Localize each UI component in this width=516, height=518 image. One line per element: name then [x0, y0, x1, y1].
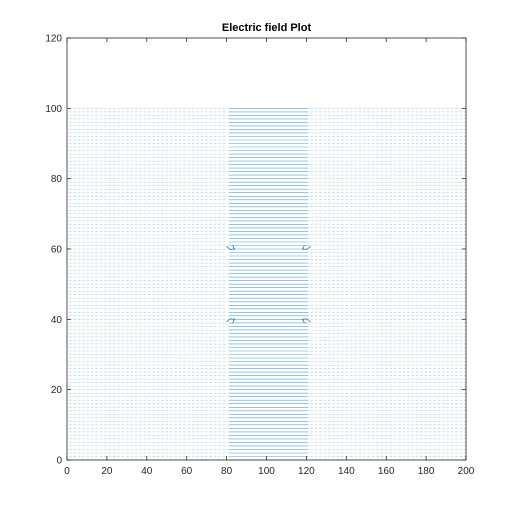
y-tick-label: 60: [51, 245, 63, 256]
x-tick-label: 100: [258, 466, 275, 477]
x-tick-label: 160: [378, 466, 395, 477]
x-tick-label: 140: [338, 466, 355, 477]
dense-band-arrows: [228, 108, 309, 461]
x-tick-label: 20: [101, 466, 113, 477]
vortex-mark-1: [302, 244, 311, 251]
x-tick-label: 120: [298, 466, 315, 477]
y-tick-label: 80: [51, 174, 63, 185]
y-tick-label: 120: [45, 34, 62, 45]
x-tick-label: 40: [141, 466, 153, 477]
x-axis: 0 20 40 60 80 100 120 140 160 180 200: [64, 38, 475, 477]
x-tick-label: 60: [181, 466, 193, 477]
y-tick-label: 40: [51, 315, 63, 326]
x-tick-label: 200: [458, 466, 475, 477]
y-tick-label: 0: [56, 456, 62, 467]
y-tick-label: 20: [51, 385, 63, 396]
x-tick-label: 0: [64, 466, 70, 477]
vortex-mark-2: [226, 318, 235, 324]
y-tick-label: 100: [45, 104, 62, 115]
x-tick-label: 180: [418, 466, 435, 477]
y-axis: 0 20 40 60 80 100 120: [45, 34, 466, 467]
x-tick-label: 80: [221, 466, 233, 477]
vortex-mark-0: [226, 244, 235, 251]
vortex-mark-3: [302, 318, 311, 324]
field-arrows: [69, 108, 467, 461]
chart-title: Electric field Plot: [222, 22, 312, 34]
